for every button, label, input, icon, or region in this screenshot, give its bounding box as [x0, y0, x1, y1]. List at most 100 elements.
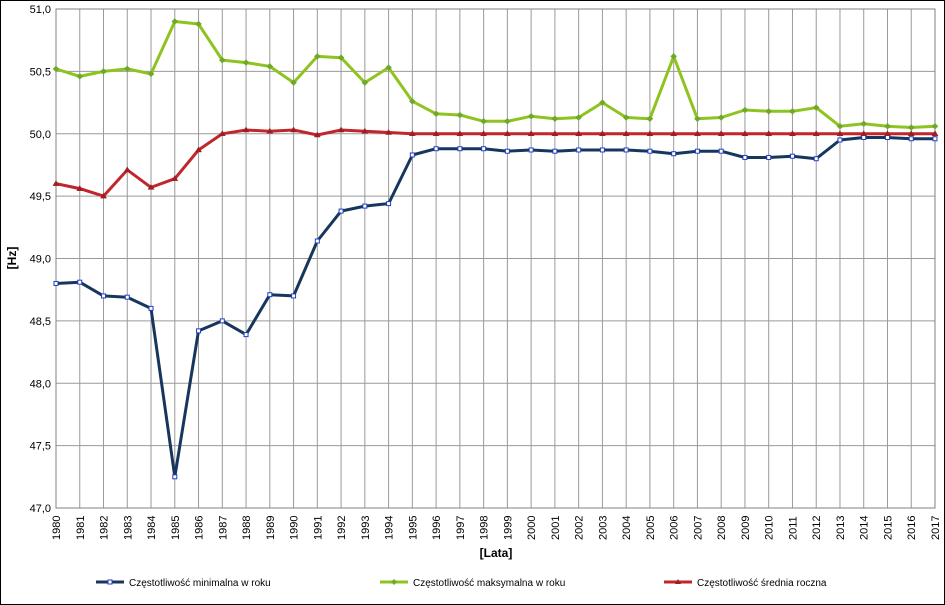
data-point [599, 147, 605, 153]
legend-marker [675, 579, 681, 584]
data-point [171, 18, 179, 25]
data-point [671, 151, 677, 157]
series-2 [52, 18, 939, 131]
series-line [55, 136, 935, 479]
data-point [361, 127, 369, 134]
x-tick-label: 1980 [51, 516, 63, 540]
x-tick-label: 1998 [479, 516, 491, 540]
x-tick-label: 1994 [384, 516, 396, 540]
data-point [219, 318, 225, 324]
y-axis-title: [Hz] [5, 247, 19, 270]
x-tick-label: 1993 [360, 516, 372, 540]
data-point [836, 130, 844, 136]
data-point [218, 56, 226, 64]
legend-marker [391, 579, 397, 585]
data-point [646, 130, 654, 136]
data-point [527, 130, 535, 136]
data-point [123, 65, 131, 73]
x-tick-label: 2006 [669, 516, 681, 540]
data-point [362, 203, 368, 209]
y-axis-ticks: 47,0 47,5 48,0 48,5 49,0 49,5 50,0 50,5 51,0 [30, 4, 51, 515]
data-point [361, 79, 369, 86]
x-tick-label: 2002 [574, 516, 586, 540]
data-point [196, 328, 202, 334]
data-point [622, 114, 630, 121]
data-point [623, 147, 629, 153]
data-point [694, 115, 701, 123]
data-point [267, 292, 273, 298]
x-tick-label: 1989 [265, 516, 277, 540]
data-point [717, 130, 725, 136]
data-point [789, 107, 796, 115]
data-point [243, 332, 249, 338]
data-point [647, 148, 653, 154]
data-point [717, 114, 725, 121]
x-tick-label: 1983 [122, 516, 134, 540]
data-point [242, 126, 250, 133]
data-point [100, 68, 107, 75]
data-point [884, 130, 891, 136]
x-tick-label: 1985 [170, 516, 182, 540]
x-tick-label: 1992 [336, 516, 348, 540]
y-tick-label: 47,0 [30, 503, 51, 515]
data-point [480, 130, 488, 136]
data-point [480, 117, 487, 125]
x-tick-label: 1987 [217, 516, 229, 540]
data-point [456, 130, 464, 136]
data-point [53, 280, 59, 286]
data-point [433, 146, 439, 152]
data-point [385, 64, 392, 71]
x-tick-label: 1996 [431, 516, 443, 540]
y-tick-label: 51,0 [30, 4, 51, 16]
y-tick-label: 47,5 [30, 441, 51, 453]
x-tick-label: 2004 [621, 516, 633, 540]
data-point [100, 192, 107, 199]
data-point [622, 130, 630, 136]
legend-item: Częstotliwość maksymalna w roku [380, 578, 565, 589]
data-point [52, 65, 60, 73]
data-point [147, 70, 155, 78]
data-point [527, 112, 535, 120]
data-point [195, 146, 202, 153]
data-point [432, 110, 440, 118]
data-point [694, 148, 700, 154]
legend-item: Częstotliwość minimalna w roku [96, 578, 271, 589]
legend-marker [107, 579, 113, 585]
data-point [599, 99, 606, 106]
data-point [76, 73, 84, 80]
data-point [290, 79, 297, 86]
data-point [693, 130, 701, 136]
data-point [861, 134, 867, 140]
data-point [172, 474, 178, 480]
series-1 [53, 134, 938, 480]
data-point [551, 130, 559, 136]
data-point [77, 279, 83, 285]
data-point [907, 130, 915, 136]
data-point [314, 238, 320, 244]
data-point [741, 130, 749, 136]
y-tick-label: 50,5 [30, 66, 51, 78]
data-point [575, 130, 583, 136]
data-point [432, 130, 440, 136]
data-point [837, 137, 843, 143]
data-point [908, 136, 914, 142]
data-point [385, 129, 393, 135]
data-point [931, 130, 939, 136]
data-point [766, 154, 772, 160]
x-tick-label: 1997 [455, 516, 467, 540]
data-point [337, 126, 345, 133]
data-point [742, 154, 748, 160]
data-point [884, 134, 890, 140]
x-tick-label: 2011 [787, 516, 799, 540]
data-point [931, 122, 939, 130]
x-tick-label: 1981 [75, 516, 87, 540]
data-point [242, 59, 250, 66]
x-tick-label: 2010 [764, 516, 776, 540]
data-point [101, 293, 107, 299]
y-tick-label: 50,0 [30, 129, 51, 141]
legend-label: Częstotliwość maksymalna w roku [413, 578, 565, 589]
legend-label: Częstotliwość minimalna w roku [129, 578, 271, 589]
x-axis-ticks: 1980 1981 1982 1983 1984 1985 1986 1987 1988 1989… [51, 516, 942, 540]
x-tick-label: 1986 [194, 516, 206, 540]
x-tick-label: 2007 [692, 516, 704, 540]
